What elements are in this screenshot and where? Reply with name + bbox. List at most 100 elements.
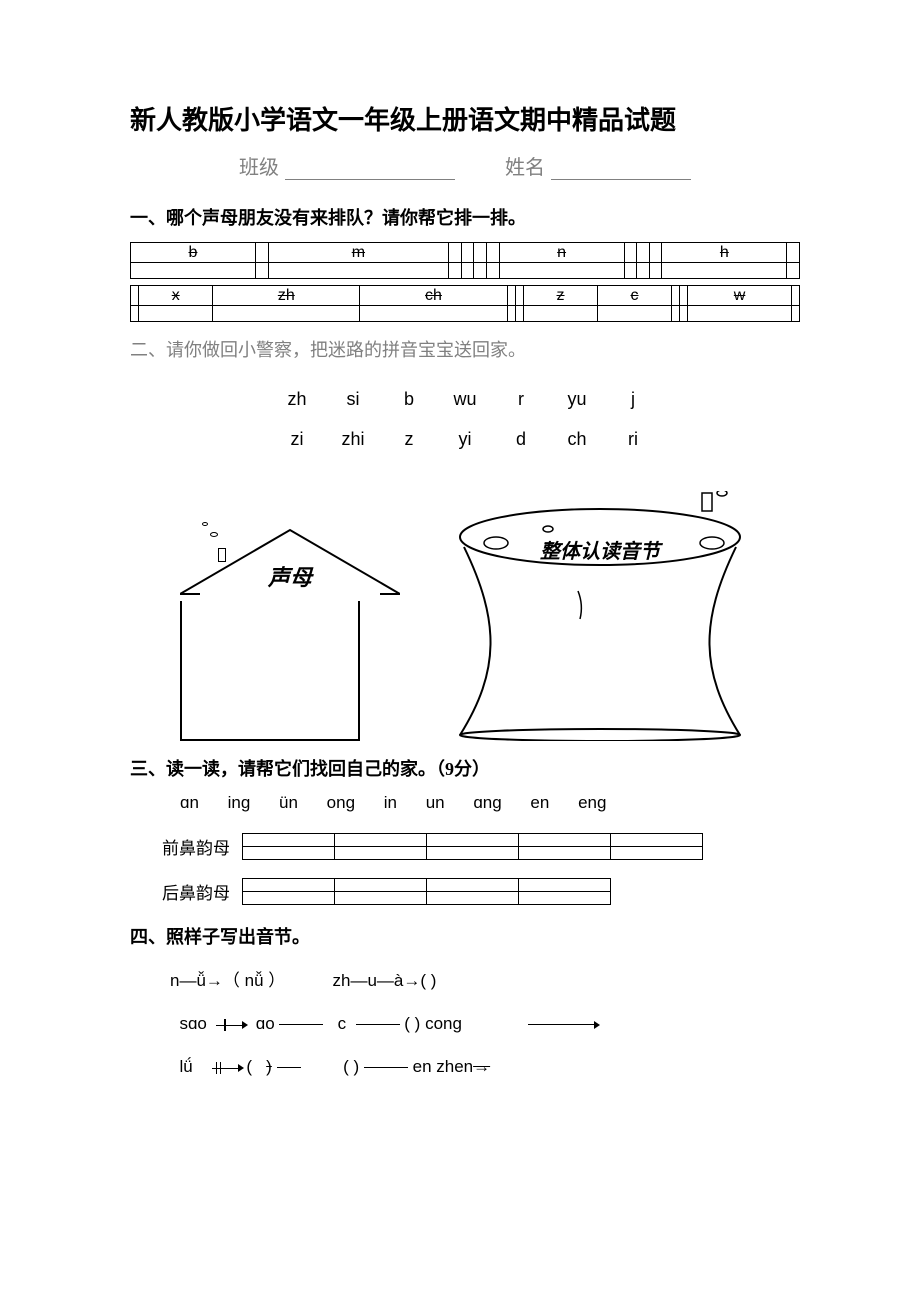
s4-r1a: n—ǚ→（ nǚ ） [170, 971, 285, 990]
pinyin-item: wu [437, 380, 493, 420]
table-cell [637, 243, 650, 263]
table-cell: m [268, 243, 449, 263]
table-cell: n [499, 243, 624, 263]
table-cell [461, 263, 474, 279]
pinyin-item: ri [605, 420, 661, 460]
table-cell [624, 263, 637, 279]
table-cell [487, 263, 500, 279]
cat-2-grid [242, 878, 611, 905]
section-2-heading: 二、请你做回小警察，把迷路的拼音宝宝送回家。 [130, 336, 800, 362]
table-cell [672, 306, 680, 322]
pinyin-item: z [381, 420, 437, 460]
table-cell: h [662, 243, 787, 263]
section-2-diagram: 声母 整体认读音节 [130, 481, 800, 741]
table-cell [787, 263, 800, 279]
table-cell [524, 306, 598, 322]
table-cell [662, 263, 787, 279]
table-cell [449, 263, 462, 279]
pinyin-item: r [493, 380, 549, 420]
arrow-icon [528, 1024, 598, 1025]
table-cell [255, 263, 268, 279]
section-1-heading: 一、哪个声母朋友没有来排队？请你帮它排一排。 [130, 204, 800, 230]
s4-r3a: lǘ [179, 1057, 192, 1076]
pinyin-item: d [493, 420, 549, 460]
line-icon [279, 1024, 323, 1025]
table-cell [688, 306, 791, 322]
table-cell [499, 263, 624, 279]
table-cell [213, 306, 360, 322]
table-cell [255, 243, 268, 263]
table-cell [637, 263, 650, 279]
table-cell [131, 306, 139, 322]
table-cell [649, 263, 662, 279]
s4-r2b: ɑo [256, 1014, 275, 1033]
line-icon [277, 1067, 301, 1068]
pinyin-item: zh [269, 380, 325, 420]
table-cell: zh [213, 286, 360, 306]
table-cell [624, 243, 637, 263]
table-cell [507, 306, 515, 322]
s4-r2d: ( ) conɡ [404, 1014, 462, 1033]
pinyin-item: b [381, 380, 437, 420]
house-shape: 声母 [180, 524, 400, 741]
pinyin-item: j [605, 380, 661, 420]
table-cell: c [598, 286, 672, 306]
pinyin-item: yi [437, 420, 493, 460]
table-cell [791, 286, 799, 306]
vessel-label: 整体认读音节 [440, 535, 760, 564]
page-title: 新人教版小学语文一年级上册语文期中精品试题 [130, 100, 800, 137]
table-cell [515, 306, 523, 322]
class-blank [285, 179, 455, 180]
table-cell [474, 243, 487, 263]
section-3-row-1: 前鼻韵母 [130, 833, 800, 860]
pinyin-item: yu [549, 380, 605, 420]
table-cell [360, 306, 507, 322]
table-cell [672, 286, 680, 306]
pinyin-item: ch [549, 420, 605, 460]
table-cell [139, 306, 213, 322]
table-cell [474, 263, 487, 279]
table-cell [649, 243, 662, 263]
cat-1-grid [242, 833, 703, 860]
name-label: 姓名 [505, 157, 545, 179]
table-cell [131, 263, 256, 279]
table-cell [487, 243, 500, 263]
table-cell [507, 286, 515, 306]
table-cell: z [524, 286, 598, 306]
table-cell [515, 286, 523, 306]
section-1-table-2: xzhchzcw [130, 285, 800, 322]
section-2-pinyin: zhsibwuryuj zizhizyidchri [130, 380, 800, 459]
section-3-items: ɑn inɡ ün onɡ in un ɑnɡ en enɡ [180, 793, 800, 813]
table-cell [787, 243, 800, 263]
table-cell [449, 243, 462, 263]
table-cell [461, 243, 474, 263]
name-blank [551, 179, 691, 180]
s4-r3d: ( ) [343, 1057, 359, 1076]
pinyin-item: si [325, 380, 381, 420]
vessel-shape: 整体认读音节 [440, 491, 760, 741]
section-1-table-1: bm n h [130, 242, 800, 279]
s4-r1b: zh—u—à→( ) [333, 971, 437, 990]
s4-r3c: ) [266, 1057, 272, 1076]
s4-r2a: sɑo [179, 1014, 206, 1033]
section-3-row-2: 后鼻韵母 [130, 878, 800, 905]
table-cell: ch [360, 286, 507, 306]
table-cell [680, 306, 688, 322]
s4-r2c: c [338, 1014, 347, 1033]
line-icon [356, 1024, 400, 1025]
house-label: 声母 [180, 560, 400, 592]
table-cell [680, 286, 688, 306]
section-4-body: n—ǚ→（ nǚ ） zh—u—à→( ) sɑo ɑo c ( ) conɡ … [170, 961, 800, 1086]
table-cell [131, 286, 139, 306]
cat-1-label: 前鼻韵母 [130, 834, 230, 859]
table-cell [598, 306, 672, 322]
table-cell: w [688, 286, 791, 306]
s4-r3b: ( [246, 1057, 252, 1076]
section-3-heading: 三、读一读，请帮它们找回自己的家。（9分） [130, 755, 800, 781]
class-label: 班级 [239, 157, 279, 179]
pinyin-item: zhi [325, 420, 381, 460]
subtitle-row: 班级 姓名 [130, 151, 800, 180]
table-cell: b [131, 243, 256, 263]
line-icon [364, 1067, 408, 1068]
table-cell [791, 306, 799, 322]
